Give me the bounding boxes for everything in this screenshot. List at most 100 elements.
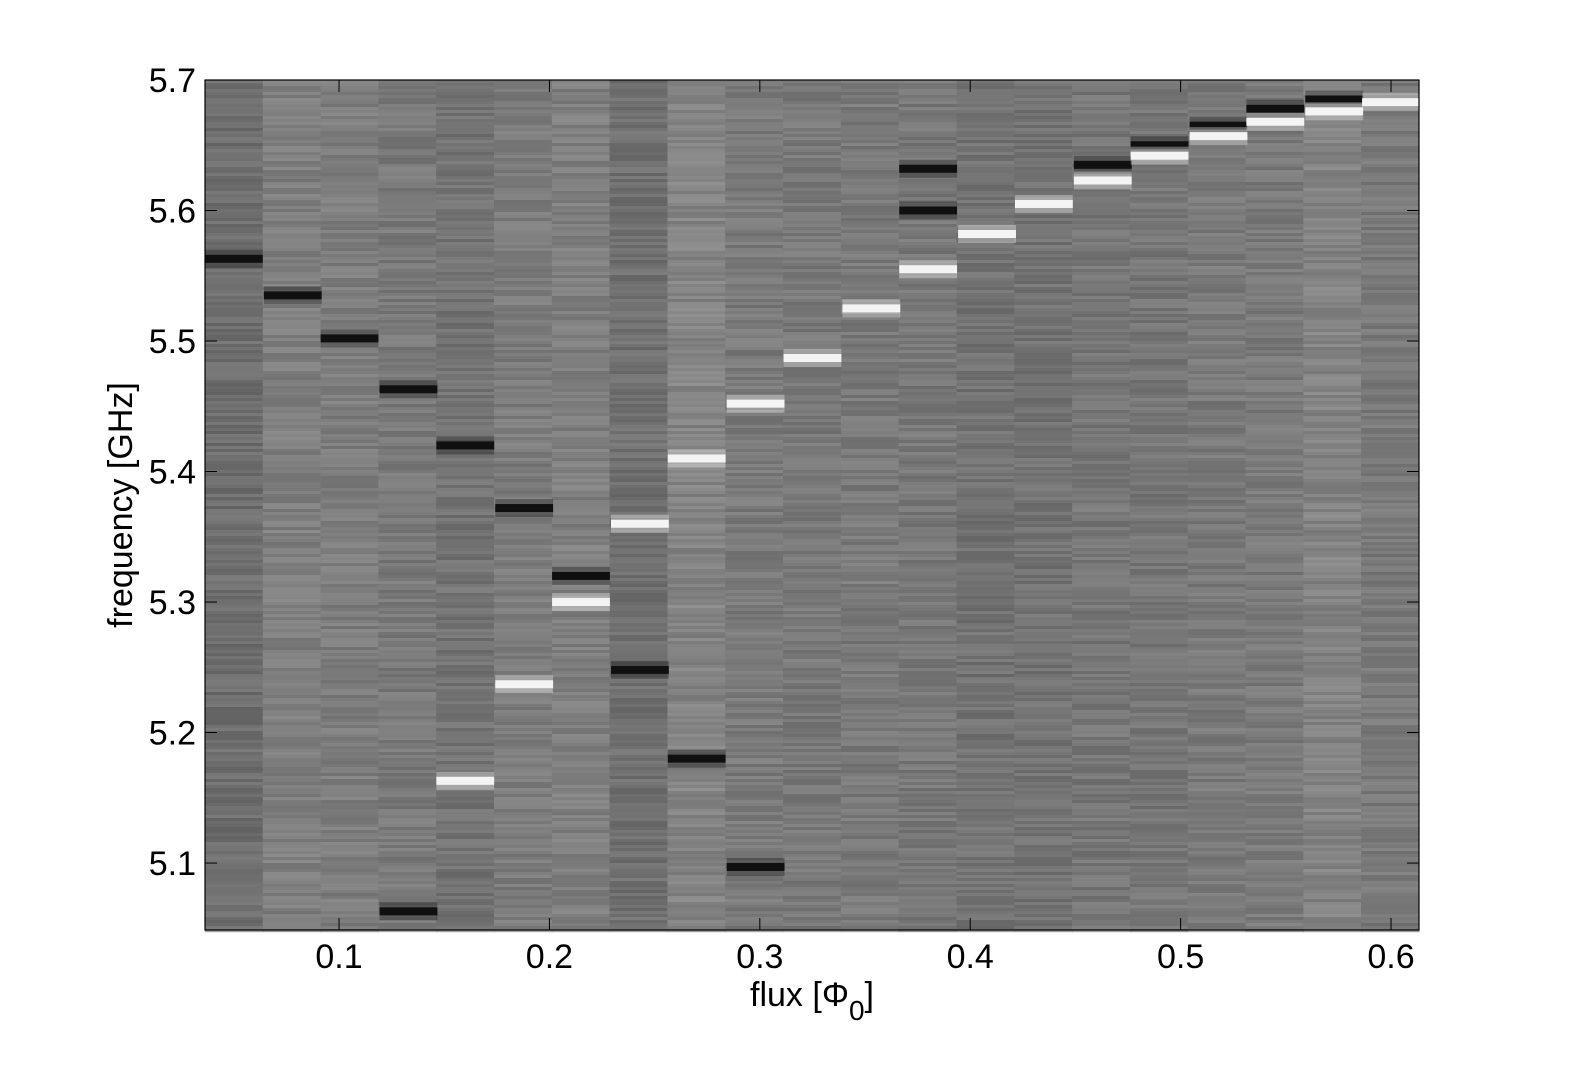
noise-stripe xyxy=(494,428,553,432)
noise-stripe xyxy=(494,833,553,837)
noise-stripe xyxy=(320,224,379,228)
noise-stripe xyxy=(1014,713,1073,717)
noise-stripe xyxy=(1014,293,1073,297)
noise-stripe xyxy=(494,491,553,495)
noise-stripe xyxy=(898,812,958,816)
noise-stripe xyxy=(898,347,958,351)
noise-stripe xyxy=(898,845,958,849)
noise-stripe xyxy=(1129,170,1189,174)
noise-stripe xyxy=(1187,119,1247,123)
noise-stripe xyxy=(436,836,495,840)
noise-stripe xyxy=(840,215,900,219)
noise-stripe xyxy=(320,911,379,915)
noise-stripe xyxy=(436,158,495,162)
noise-stripe xyxy=(205,275,264,279)
noise-stripe xyxy=(1072,923,1131,927)
noise-stripe xyxy=(1129,377,1189,381)
noise-stripe xyxy=(898,461,958,465)
noise-stripe xyxy=(1129,773,1189,777)
noise-stripe xyxy=(783,866,842,870)
noise-stripe xyxy=(898,896,958,900)
noise-stripe xyxy=(1129,425,1189,429)
noise-stripe xyxy=(609,407,668,411)
noise-stripe xyxy=(1187,305,1247,309)
noise-stripe xyxy=(1014,224,1073,228)
noise-stripe xyxy=(320,620,379,624)
noise-stripe xyxy=(667,311,726,315)
noise-stripe xyxy=(1129,212,1189,216)
noise-stripe xyxy=(840,182,900,186)
noise-stripe xyxy=(1187,227,1247,231)
noise-stripe xyxy=(1014,587,1073,591)
noise-stripe xyxy=(956,245,1015,249)
noise-stripe xyxy=(1014,695,1073,699)
noise-stripe xyxy=(205,113,264,117)
noise-stripe xyxy=(1187,404,1247,408)
noise-stripe xyxy=(205,839,264,843)
noise-stripe xyxy=(1187,311,1247,315)
noise-stripe xyxy=(1187,332,1247,336)
noise-stripe xyxy=(1187,269,1247,273)
noise-stripe xyxy=(378,824,437,828)
noise-stripe xyxy=(667,524,726,528)
noise-stripe xyxy=(320,194,379,198)
noise-stripe xyxy=(1129,443,1189,447)
noise-stripe xyxy=(667,578,726,582)
noise-stripe xyxy=(725,635,784,639)
noise-stripe xyxy=(494,737,553,741)
noise-stripe xyxy=(1014,347,1073,351)
noise-stripe xyxy=(262,800,322,804)
noise-stripe xyxy=(262,158,322,162)
noise-stripe xyxy=(1014,623,1073,627)
noise-stripe xyxy=(1014,92,1073,96)
noise-stripe xyxy=(609,494,668,498)
noise-stripe xyxy=(205,239,264,243)
noise-stripe xyxy=(262,764,322,768)
noise-stripe xyxy=(320,671,379,675)
noise-stripe xyxy=(725,587,784,591)
noise-stripe xyxy=(378,89,437,93)
noise-stripe xyxy=(551,254,611,258)
noise-stripe xyxy=(494,188,553,192)
noise-stripe xyxy=(1129,641,1189,645)
noise-stripe xyxy=(205,551,264,555)
noise-stripe xyxy=(1014,134,1073,138)
noise-stripe xyxy=(609,704,668,708)
noise-stripe xyxy=(1129,200,1189,204)
noise-stripe xyxy=(609,662,668,666)
noise-stripe xyxy=(840,416,900,420)
noise-stripe xyxy=(956,743,1015,747)
noise-stripe xyxy=(1072,905,1131,909)
noise-stripe xyxy=(725,353,784,357)
noise-stripe xyxy=(378,818,437,822)
noise-stripe xyxy=(262,98,322,102)
noise-stripe xyxy=(436,83,495,87)
noise-stripe xyxy=(551,926,611,930)
noise-stripe xyxy=(609,614,668,618)
noise-stripe xyxy=(1072,764,1131,768)
noise-stripe xyxy=(1072,854,1131,858)
noise-stripe xyxy=(436,815,495,819)
noise-stripe xyxy=(783,875,842,879)
noise-stripe xyxy=(436,593,495,597)
noise-stripe xyxy=(956,200,1015,204)
noise-stripe xyxy=(262,632,322,636)
noise-stripe xyxy=(725,773,784,777)
noise-stripe xyxy=(320,698,379,702)
noise-stripe xyxy=(320,95,379,99)
noise-stripe xyxy=(667,623,726,627)
noise-stripe xyxy=(667,440,726,444)
noise-stripe xyxy=(1014,176,1073,180)
noise-stripe xyxy=(898,422,958,426)
noise-stripe xyxy=(1129,233,1189,237)
noise-stripe xyxy=(436,644,495,648)
noise-stripe xyxy=(667,104,726,108)
noise-stripe xyxy=(205,854,264,858)
noise-stripe xyxy=(1129,113,1189,117)
noise-stripe xyxy=(378,296,437,300)
noise-stripe xyxy=(667,569,726,573)
noise-stripe xyxy=(436,203,495,207)
noise-stripe xyxy=(609,116,668,120)
noise-stripe xyxy=(378,164,437,168)
noise-stripe xyxy=(783,812,842,816)
